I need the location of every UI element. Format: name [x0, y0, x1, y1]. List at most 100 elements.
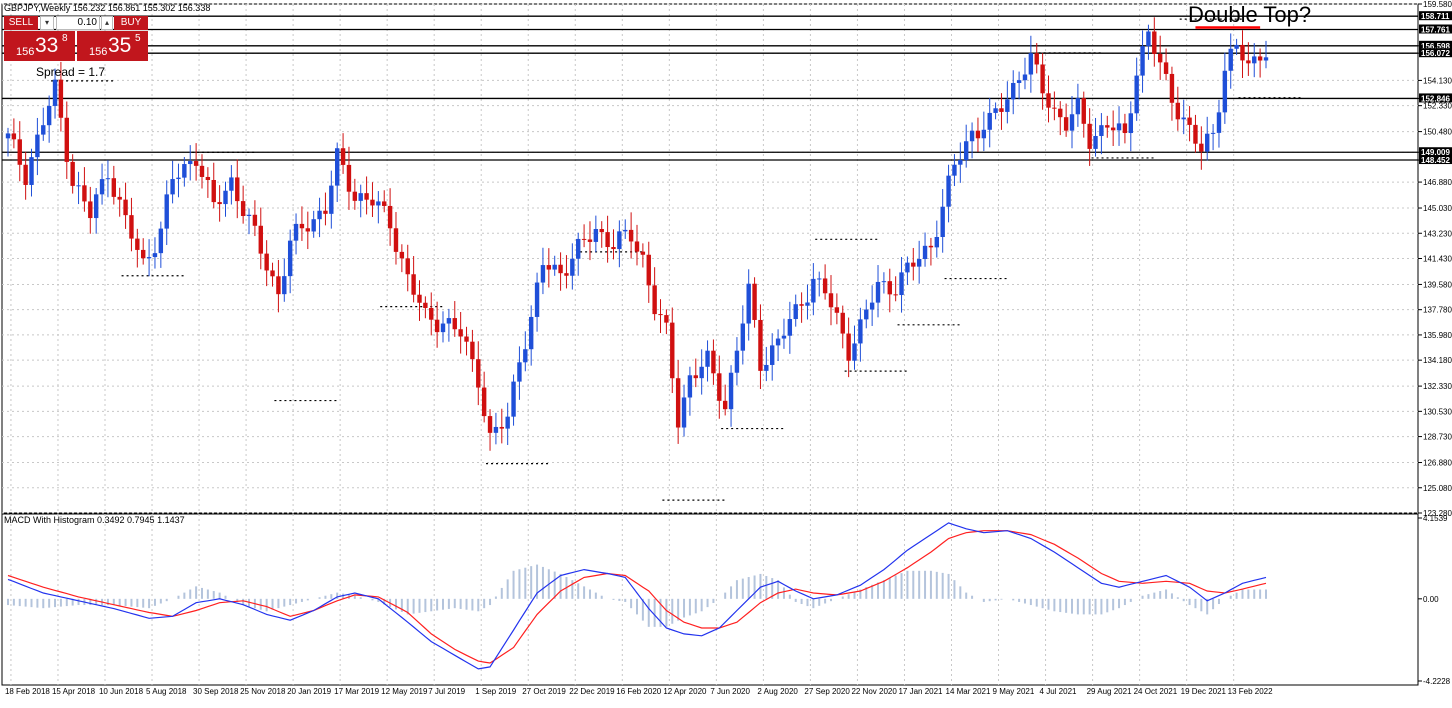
level-price-label: 157.761 [1421, 26, 1450, 35]
candle-body [517, 362, 522, 382]
candle-body [1169, 73, 1175, 103]
candle-body [628, 229, 634, 242]
level-price-box [1419, 93, 1452, 103]
candle-body [505, 416, 510, 429]
candle-body [446, 318, 452, 324]
candle-body [740, 323, 746, 351]
candle-body [11, 133, 17, 140]
candle-body [111, 178, 117, 197]
candle-body [940, 206, 945, 237]
level-price-box [1419, 48, 1452, 58]
one-click-trade-panel: SELL ▾ 0.10 ▴ BUY 156 33 8 156 35 5 [4, 16, 148, 61]
candle-body [152, 253, 158, 258]
candle-body [1105, 125, 1110, 128]
candle-body [975, 130, 981, 139]
candle-body [158, 228, 164, 254]
sell-price-big: 156 [16, 46, 35, 58]
date-tick-label: 29 Aug 2021 [1087, 687, 1132, 696]
price-tick-label: 159.580 [1423, 0, 1452, 9]
date-tick-label: 7 Jul 2019 [428, 687, 465, 696]
candle-body [1205, 133, 1210, 152]
price-tick-label: 145.030 [1423, 204, 1452, 213]
date-tick-label: 1 Sep 2019 [475, 687, 516, 696]
candle-body [305, 228, 311, 232]
candle-body [1163, 62, 1169, 74]
sell-quote[interactable]: 156 33 8 [4, 31, 75, 61]
candle-body [417, 294, 422, 303]
price-tick-label: 139.580 [1423, 280, 1452, 289]
candle-body [1152, 31, 1157, 54]
price-tick-label: 132.330 [1423, 382, 1452, 391]
candle-body [311, 219, 316, 232]
candle-body [1058, 108, 1063, 118]
volume-up-icon[interactable]: ▴ [101, 16, 113, 30]
buy-price-mid: 35 [108, 34, 132, 57]
candle-body [717, 373, 722, 401]
candle-body [793, 304, 798, 320]
candle-body [1157, 53, 1163, 63]
candle-body [1069, 114, 1075, 131]
candle-body [981, 129, 987, 139]
level-price-box [1419, 24, 1452, 34]
price-tick-label: 130.530 [1423, 407, 1452, 416]
candle-body [411, 274, 416, 295]
candle-body [1052, 107, 1057, 109]
price-tick-label: 123.280 [1423, 509, 1452, 518]
price-tick-label: 150.480 [1423, 128, 1452, 137]
candle-body [928, 245, 934, 248]
candle-body [240, 201, 246, 216]
date-tick-label: 4 Jul 2021 [1040, 687, 1077, 696]
candle-body [1234, 44, 1239, 49]
candle-body [217, 202, 222, 205]
candle-body [464, 336, 469, 342]
date-tick-label: 27 Oct 2019 [522, 687, 566, 696]
candle-body [646, 254, 651, 286]
date-tick-label: 16 Feb 2020 [616, 687, 661, 696]
buy-button[interactable]: BUY [114, 16, 148, 30]
candle-body [293, 223, 299, 241]
date-tick-label: 10 Jun 2018 [99, 687, 144, 696]
candle-body [135, 238, 140, 250]
candle-body [423, 302, 428, 308]
level-price-box [1419, 147, 1452, 157]
macd-tick-label: 0.00 [1423, 595, 1439, 604]
candle-body [834, 307, 840, 313]
candle-body [705, 350, 710, 367]
candle-body [687, 375, 693, 398]
candle-body [41, 125, 46, 135]
sell-button[interactable]: SELL [4, 16, 38, 30]
date-tick-label: 7 Jun 2020 [710, 687, 750, 696]
candle-body [993, 108, 998, 113]
candle-body [223, 190, 228, 205]
volume-dropdown-icon[interactable]: ▾ [40, 16, 54, 30]
price-panel-frame [1, 3, 1419, 514]
price-tick-label: 134.180 [1423, 356, 1452, 365]
date-tick-label: 2 Aug 2020 [757, 687, 798, 696]
date-tick-label: 22 Dec 2019 [569, 687, 615, 696]
date-tick-label: 27 Sep 2020 [804, 687, 850, 696]
candle-body [35, 134, 40, 158]
candle-body [323, 210, 328, 214]
candle-body [123, 199, 128, 216]
candle-body [664, 315, 669, 323]
date-tick-label: 15 Apr 2018 [52, 687, 96, 696]
buy-quote[interactable]: 156 35 5 [77, 31, 148, 61]
date-tick-label: 22 Nov 2020 [851, 687, 897, 696]
candle-body [1134, 75, 1139, 114]
candle-body [540, 265, 546, 283]
candle-body [499, 426, 504, 429]
candle-body [752, 283, 757, 320]
candle-body [822, 278, 828, 294]
candle-body [746, 283, 751, 324]
candle-body [1022, 74, 1028, 81]
candle-body [523, 349, 528, 363]
candle-body [1216, 112, 1222, 133]
sell-price-sup: 8 [62, 33, 68, 44]
volume-input[interactable]: 0.10 [56, 16, 100, 30]
candle-body [399, 251, 405, 259]
macd-line [7, 522, 1267, 670]
candle-body [76, 185, 81, 187]
date-tick-label: 25 Nov 2018 [240, 687, 286, 696]
candle-body [141, 249, 146, 259]
